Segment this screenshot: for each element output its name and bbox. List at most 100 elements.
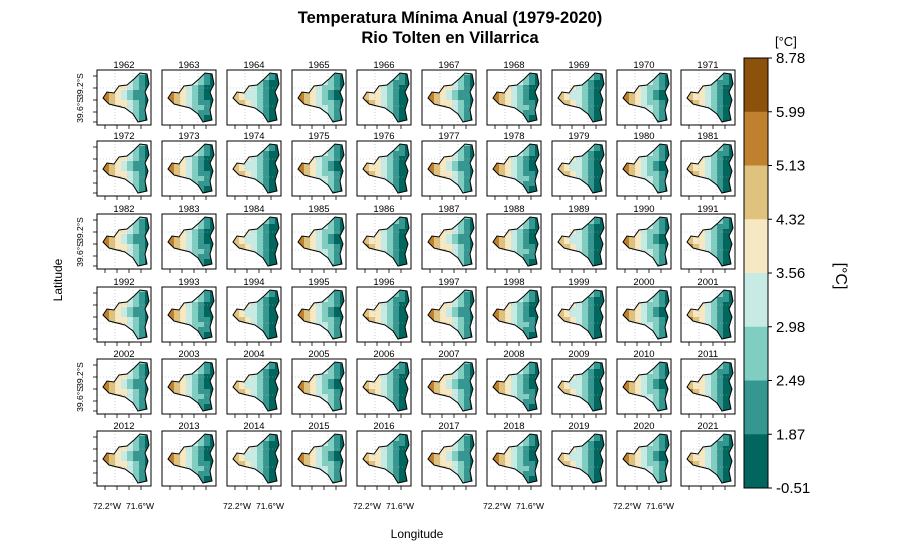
map-cell <box>198 166 205 172</box>
map-cell <box>363 110 364 116</box>
map-cell <box>180 234 187 240</box>
map-cell <box>251 115 258 121</box>
map-cell <box>440 254 447 260</box>
map-cell <box>635 186 642 192</box>
map-cell <box>693 80 700 86</box>
map-cell <box>233 362 234 365</box>
map-cell <box>717 110 724 116</box>
map-cell <box>310 90 317 96</box>
map-cell <box>263 297 270 303</box>
map-cell <box>558 144 565 147</box>
map-cell <box>334 95 341 101</box>
basin-outline <box>427 289 475 340</box>
map-cell <box>499 224 506 230</box>
map-cell <box>464 171 471 177</box>
map-cell <box>204 186 211 192</box>
map-cells <box>363 73 409 122</box>
map-cell <box>623 292 624 298</box>
map-cell <box>115 239 122 245</box>
map-cell <box>269 332 276 338</box>
map-cell <box>570 115 577 121</box>
map-cell <box>168 100 169 106</box>
map-cell <box>699 166 706 172</box>
map-cell <box>328 307 335 313</box>
map-cell <box>641 80 648 86</box>
map-cell <box>659 73 666 76</box>
map-cell <box>263 322 270 328</box>
map-cell <box>168 362 175 365</box>
map-cell <box>328 166 335 172</box>
map-cell <box>239 110 246 116</box>
map-cell <box>711 317 718 323</box>
map-cell <box>582 171 589 177</box>
map-cell <box>641 115 648 121</box>
map-cell <box>499 100 506 106</box>
map-cell <box>251 307 258 313</box>
map-cell <box>511 307 518 313</box>
map-cell <box>168 404 169 410</box>
basin-outline <box>232 361 280 412</box>
panel-frame <box>551 213 607 270</box>
map-cell <box>659 95 666 101</box>
map-cell <box>174 332 181 338</box>
map-cell <box>387 374 394 380</box>
panel-year-label: 1980 <box>633 131 654 142</box>
map-cell <box>121 317 128 323</box>
map-cell <box>399 297 406 303</box>
map-cell <box>263 146 270 152</box>
map-cell <box>470 75 474 81</box>
map-cell <box>304 146 311 152</box>
map-cell <box>558 186 559 192</box>
panel-year-label: 1997 <box>438 277 459 288</box>
panel-frame <box>96 69 152 126</box>
map-cell <box>103 115 104 121</box>
map-cell <box>168 217 169 220</box>
map-cell <box>310 100 317 106</box>
map-cell <box>493 144 500 147</box>
map-cell <box>558 292 565 298</box>
map-cell <box>328 224 335 230</box>
basin-outline <box>297 143 345 194</box>
map-panel: 1989 <box>551 204 607 273</box>
map-cell <box>115 292 122 298</box>
map-cell <box>393 219 400 225</box>
map-cell <box>517 115 524 121</box>
map-cell <box>687 290 694 293</box>
map-cell <box>576 156 583 162</box>
map-cell <box>588 171 595 177</box>
map-cell <box>328 399 335 405</box>
map-cell <box>263 332 270 338</box>
map-cell <box>310 171 317 177</box>
map-cell <box>505 307 512 313</box>
map-cell <box>440 146 447 152</box>
map-cell <box>233 404 234 410</box>
map-cell <box>109 244 116 250</box>
map-cell <box>594 73 601 76</box>
map-cell <box>298 100 299 106</box>
map-cell <box>239 254 246 260</box>
map-cell <box>127 234 134 240</box>
map-cell <box>257 219 264 225</box>
map-cell <box>594 100 601 106</box>
map-cell <box>576 80 583 86</box>
map-cell <box>133 171 140 177</box>
map-cell <box>369 224 376 230</box>
map-cell <box>233 219 240 225</box>
map-cell <box>263 110 270 116</box>
map-cell <box>334 151 341 157</box>
map-cell <box>168 110 175 116</box>
map-cell <box>729 290 733 293</box>
map-cell <box>239 85 246 91</box>
map-cell <box>328 105 335 111</box>
map-cell <box>464 224 471 230</box>
map-cell <box>523 239 530 245</box>
map-cell <box>723 186 730 192</box>
map-cell <box>328 322 335 328</box>
map-cell <box>381 364 388 370</box>
map-cell <box>251 80 258 86</box>
map-cell <box>470 219 474 225</box>
map-cell <box>529 332 536 338</box>
map-panel: 1965 <box>291 60 347 129</box>
map-cell <box>334 144 341 147</box>
map-cell <box>192 394 199 400</box>
